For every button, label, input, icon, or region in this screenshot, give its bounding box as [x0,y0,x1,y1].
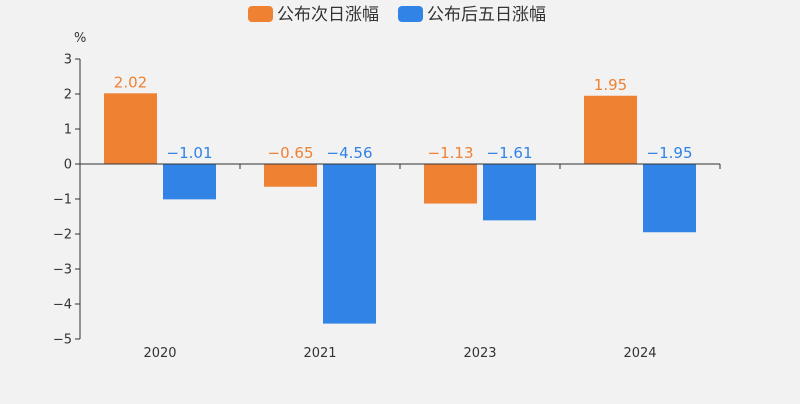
bar-series-2-2023[interactable] [483,164,536,221]
legend-label-series-2: 公布后五日涨幅 [427,5,546,25]
value-labels: 2.02 −1.01 −0.65 −4.56 −1.13 −1.61 1.95 −1.95 [114,73,693,162]
data-label-series-2-2021: −4.56 [327,144,373,162]
y-tick-label: 2 [64,88,72,103]
data-label-series-2-2020: −1.01 [167,144,213,162]
legend-item-series-1[interactable]: 公布次日涨幅 [248,5,379,25]
y-tick-label: −4 [53,298,72,313]
legend-swatch-series-2 [398,6,423,22]
bar-series-1-2020[interactable] [104,93,157,164]
y-tick-label: −3 [53,263,72,278]
y-tick-label: 1 [64,123,72,138]
x-tick-label: 2024 [623,346,656,361]
y-tick-label: −1 [53,193,72,208]
y-tick-label: 3 [64,53,72,68]
data-label-series-1-2020: 2.02 [114,73,147,91]
bars [104,93,696,324]
bar-series-2-2020[interactable] [163,164,216,200]
y-tick-label: 0 [64,158,72,173]
bar-series-2-2021[interactable] [323,164,376,324]
x-tick-label: 2021 [303,346,336,361]
data-label-series-2-2024: −1.95 [647,144,693,162]
bar-series-1-2023[interactable] [424,164,477,204]
bar-series-1-2021[interactable] [264,164,317,187]
bar-series-1-2024[interactable] [584,95,637,164]
bar-series-2-2024[interactable] [643,164,696,233]
data-label-series-2-2023: −1.61 [487,144,533,162]
data-label-series-1-2024: 1.95 [594,76,627,94]
x-tick-label: 2020 [143,346,176,361]
x-tick-label: 2023 [463,346,496,361]
x-axis: 2020 2021 2023 2024 [79,163,721,361]
legend-item-series-2[interactable]: 公布后五日涨幅 [398,5,546,25]
y-tick-label: −2 [53,228,72,243]
legend-label-series-1: 公布次日涨幅 [277,5,379,25]
y-tick-label: −5 [53,333,72,348]
legend: 公布次日涨幅 公布后五日涨幅 [248,5,546,25]
data-label-series-1-2023: −1.13 [428,144,474,162]
y-axis: 3 2 1 0 −1 −2 −3 −4 −5 [53,53,81,348]
y-axis-unit-label: % [74,31,86,46]
data-label-series-1-2021: −0.65 [268,144,314,162]
legend-swatch-series-1 [248,6,273,22]
